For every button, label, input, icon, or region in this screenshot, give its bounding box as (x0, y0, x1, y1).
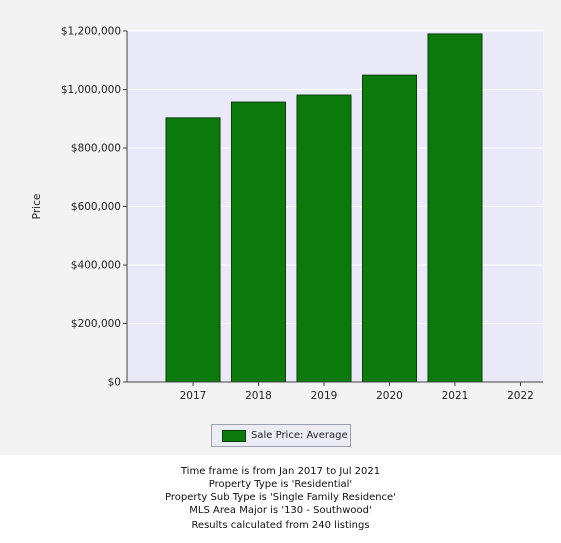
footer-results-count: Results calculated from 240 listings (191, 520, 370, 531)
footer-property-subtype: Property Sub Type is 'Single Family Resi… (165, 492, 396, 503)
y-tick-label: $600,000 (71, 201, 121, 213)
footer-time-frame: Time frame is from Jan 2017 to Jul 2021 (180, 466, 381, 477)
x-tick-label: 2020 (376, 390, 403, 402)
y-tick-label: $0 (108, 377, 121, 389)
chart-footer: Time frame is from Jan 2017 to Jul 2021 … (0, 465, 561, 532)
y-tick-label: $200,000 (71, 318, 121, 330)
bars (165, 33, 483, 383)
x-tick-label: 2021 (442, 390, 469, 402)
legend-swatch (222, 429, 246, 442)
bar-chart: $0 $200,000 $400,000 $600,000 $800,000 $1,000… (31, 26, 543, 402)
x-tick-label: 2017 (180, 390, 207, 402)
footer-mls-area: MLS Area Major is '130 - Southwood' (189, 505, 372, 516)
y-axis-label: Price (31, 194, 43, 220)
y-tick-label: $1,000,000 (61, 84, 121, 96)
footer-property-type: Property Type is 'Residential' (208, 479, 353, 490)
y-tick-label: $400,000 (71, 260, 121, 272)
bar-2019 (296, 94, 352, 383)
y-tick-label: $800,000 (71, 143, 121, 155)
bar-2020 (362, 74, 417, 383)
legend: Sale Price: Average (211, 424, 351, 447)
axes: $0 $200,000 $400,000 $600,000 $800,000 $1,000… (61, 26, 543, 402)
legend-label: Sale Price: Average (251, 430, 348, 441)
x-tick-label: 2022 (507, 390, 534, 402)
y-tick-label: $1,200,000 (61, 26, 121, 38)
bar-2018 (231, 101, 286, 383)
x-tick-label: 2018 (245, 390, 272, 402)
x-tick-label: 2019 (311, 390, 338, 402)
bar-2021 (427, 33, 483, 383)
bar-2017 (165, 117, 221, 383)
